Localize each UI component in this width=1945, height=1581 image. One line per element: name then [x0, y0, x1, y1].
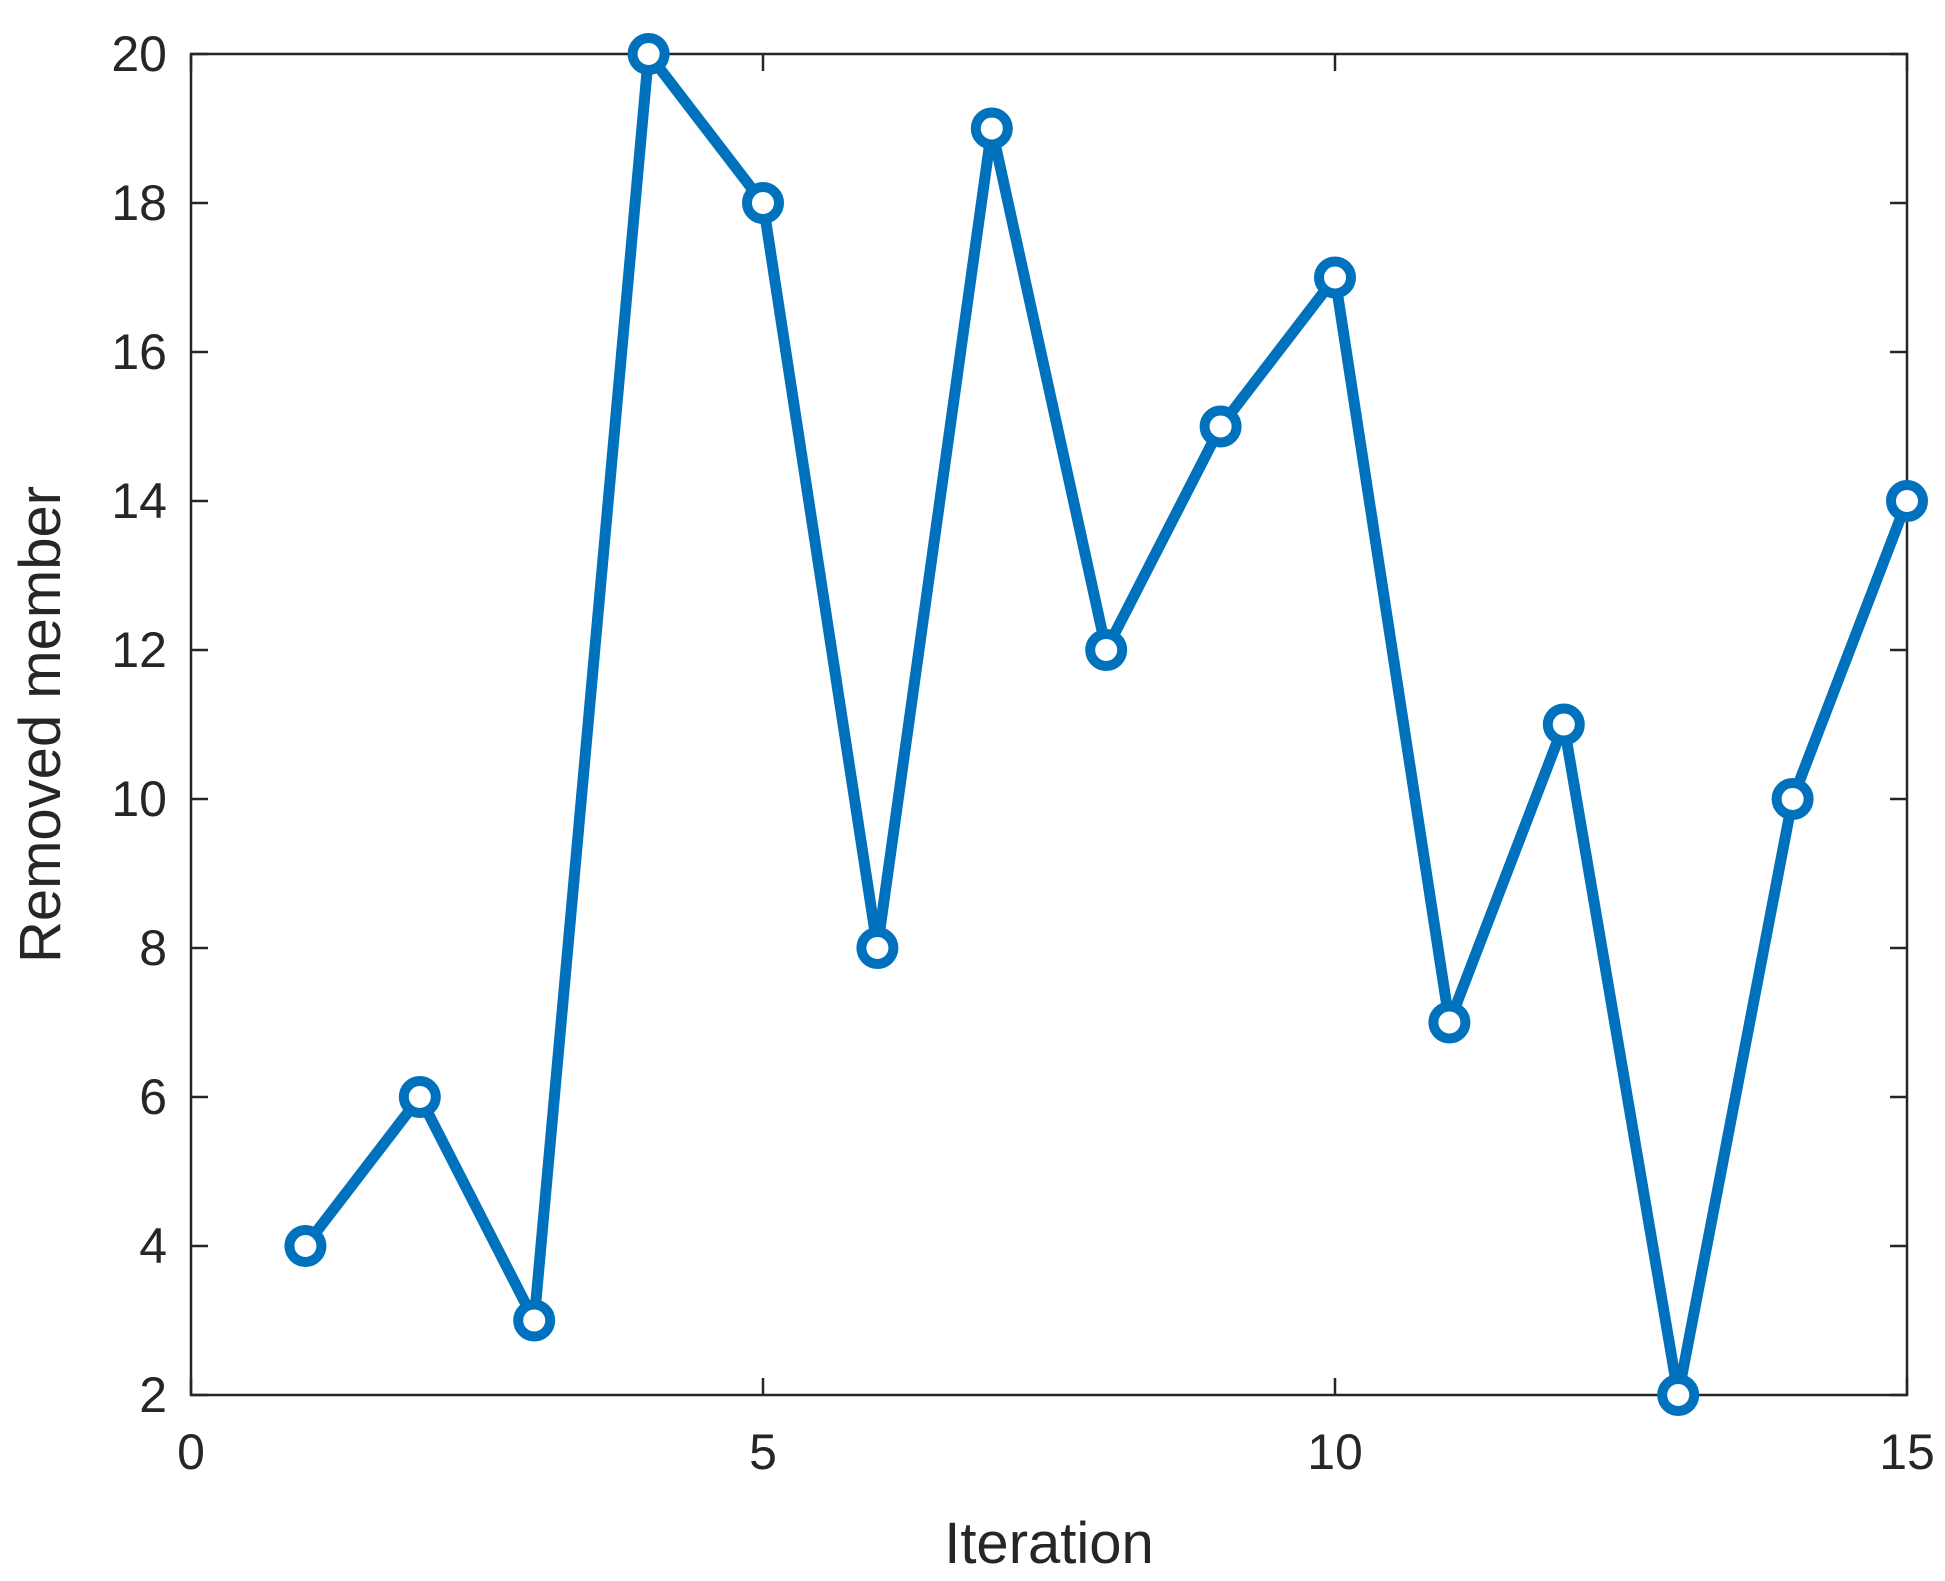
- data-point-marker: [1085, 629, 1128, 671]
- data-point-marker: [1657, 1374, 1700, 1416]
- axes-box: [189, 52, 1909, 1397]
- y-axis-label: Removed member: [8, 486, 73, 963]
- y-tick-label: 18: [111, 175, 167, 231]
- y-tick-label: 16: [111, 324, 167, 380]
- data-point-marker: [1771, 778, 1814, 820]
- y-tick-label: 14: [111, 473, 167, 529]
- y-tick-label: 2: [139, 1367, 167, 1423]
- data-point-marker: [1542, 703, 1585, 746]
- data-point-marker: [1428, 1001, 1471, 1044]
- data-point-marker: [970, 107, 1013, 150]
- data-point-marker: [856, 927, 899, 969]
- data-point-marker: [398, 1076, 441, 1118]
- data-point-marker: [513, 1299, 556, 1342]
- x-tick-label: 15: [1879, 1424, 1935, 1480]
- data-point-marker: [1886, 480, 1928, 522]
- y-tick-label: 12: [111, 622, 167, 678]
- y-tick-label: 10: [111, 771, 167, 827]
- y-tick-label: 6: [139, 1069, 167, 1125]
- x-tick-label: 0: [177, 1424, 205, 1480]
- x-tick-label: 5: [749, 1424, 777, 1480]
- plot-area: [189, 52, 1909, 1397]
- y-tick-label: 8: [139, 920, 167, 976]
- y-tick-label: 4: [139, 1218, 167, 1274]
- data-series: [284, 33, 1928, 1416]
- data-point-marker: [742, 182, 784, 224]
- data-point-marker: [1314, 256, 1356, 299]
- x-axis-label: Iteration: [944, 1511, 1154, 1576]
- data-point-marker: [284, 1225, 327, 1267]
- tick-labels: 0 5 10 15 2 4 6 8 10 12 14 16 18 20: [111, 26, 1934, 1480]
- data-point-marker: [1199, 405, 1242, 448]
- y-tick-label: 20: [111, 26, 167, 82]
- x-tick-label: 10: [1307, 1424, 1363, 1480]
- data-point-marker: [627, 33, 670, 75]
